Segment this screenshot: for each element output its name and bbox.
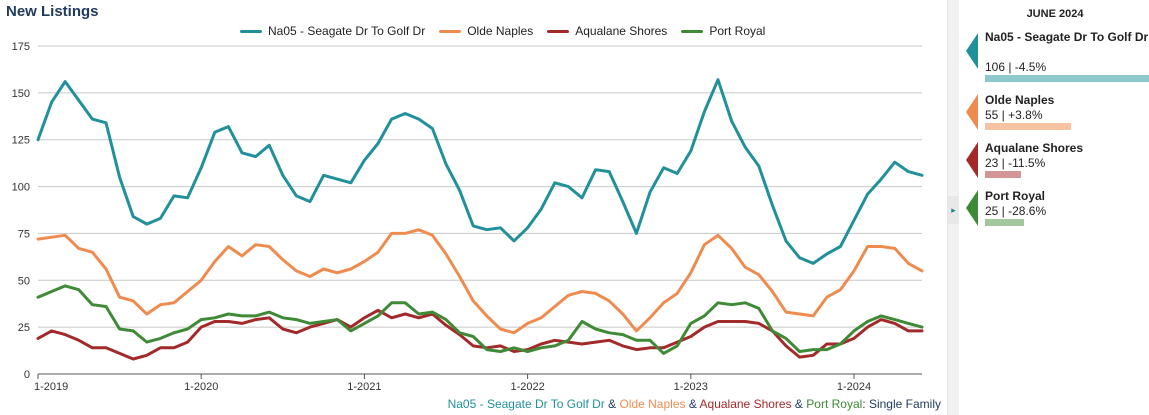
- legend-swatch-port-royal: [681, 29, 704, 33]
- pointer-arrow-icon: [966, 142, 978, 178]
- pointer-arrow-icon: [966, 33, 978, 69]
- panel-entry-bar: [985, 123, 1071, 130]
- panel-entry-name: Na05 - Seagate Dr To Golf Dr: [985, 30, 1149, 44]
- panel-entry-value: 55 | +3.8%: [985, 108, 1043, 122]
- panel-entry-name: Aqualane Shores: [985, 141, 1084, 155]
- panel-entry-value: 106 | -4.5%: [985, 60, 1047, 74]
- y-tick-label: 175: [12, 41, 30, 53]
- panel-entry-name: Port Royal: [985, 189, 1046, 203]
- legend-label-na05: Na05 - Seagate Dr To Golf Dr: [268, 24, 426, 38]
- subtitle-sep: &: [685, 397, 700, 411]
- panel-entry-value: 23 | -11.5%: [985, 156, 1046, 170]
- subtitle-property-type: : Single Family: [862, 397, 941, 411]
- line-chart: 0 25 50 75 100 125 150 175 1-2019 1-2020 1-2021 1-2…: [12, 41, 924, 393]
- y-tick-label: 150: [12, 88, 30, 100]
- chart-title: New Listings: [6, 3, 99, 20]
- subtitle-aqualane-shores: Aqualane Shores: [699, 397, 792, 411]
- series-line-olde-naples: [36, 228, 924, 335]
- x-tick-label: 1-2023: [674, 381, 708, 393]
- y-tick-label: 75: [18, 228, 30, 240]
- y-tick-label: 25: [18, 322, 30, 334]
- legend-label-olde-naples: Olde Naples: [467, 24, 534, 38]
- y-tick-label: 125: [12, 135, 30, 147]
- chart-legend: Na05 - Seagate Dr To Golf Dr Olde Naples…: [240, 24, 765, 38]
- panel-entry-bar: [985, 171, 1021, 178]
- y-tick-label: 100: [12, 182, 30, 194]
- y-tick-label: 50: [18, 275, 30, 287]
- panel-entry-name: Olde Naples: [985, 93, 1055, 107]
- subtitle-na05: Na05 - Seagate Dr To Golf Dr: [447, 397, 605, 411]
- legend-label-aqualane-shores: Aqualane Shores: [575, 24, 668, 38]
- x-tick-label: 1-2019: [34, 381, 68, 393]
- legend-label-port-royal: Port Royal: [709, 24, 766, 38]
- series-line-na05-seagate-dr-to-golf-dr: [36, 78, 924, 265]
- legend-item-port-royal[interactable]: Port Royal: [681, 24, 765, 38]
- series-line-port-royal: [36, 284, 924, 355]
- legend-swatch-aqualane-shores: [547, 29, 570, 33]
- x-tick-label: 1-2024: [837, 381, 871, 393]
- legend-item-aqualane-shores[interactable]: Aqualane Shores: [547, 24, 667, 38]
- panel-entry-bar: [985, 219, 1024, 226]
- legend-swatch-na05: [240, 29, 262, 33]
- chart-subtitle: Na05 - Seagate Dr To Golf Dr & Olde Napl…: [448, 397, 941, 411]
- legend-item-olde-naples[interactable]: Olde Naples: [439, 24, 533, 38]
- subtitle-sep: &: [604, 397, 620, 411]
- panel-date: JUNE 2024: [1026, 8, 1084, 20]
- panel-entry-value: 25 | -28.6%: [985, 204, 1047, 218]
- pointer-arrow-icon: [966, 190, 978, 226]
- subtitle-olde-naples: Olde Naples: [619, 397, 686, 411]
- legend-swatch-olde-naples: [439, 29, 462, 33]
- x-tick-label: 1-2021: [347, 381, 381, 393]
- legend-item-na05[interactable]: Na05 - Seagate Dr To Golf Dr: [240, 24, 425, 38]
- pointer-arrow-icon: [966, 94, 978, 130]
- x-tick-label: 1-2020: [184, 381, 218, 393]
- y-tick-label: 0: [24, 369, 30, 381]
- chevron-right-icon: ▸: [951, 204, 956, 215]
- x-tick-label: 1-2022: [510, 381, 544, 393]
- panel-collapse-tab[interactable]: ▸: [948, 196, 959, 224]
- panel-entry-bar: [985, 75, 1149, 82]
- subtitle-port-royal: Port Royal: [806, 397, 863, 411]
- detail-panel: ▸ JUNE 2024 Na05 - Seagate Dr To Golf Dr…: [947, 0, 1149, 415]
- subtitle-sep: &: [791, 397, 807, 411]
